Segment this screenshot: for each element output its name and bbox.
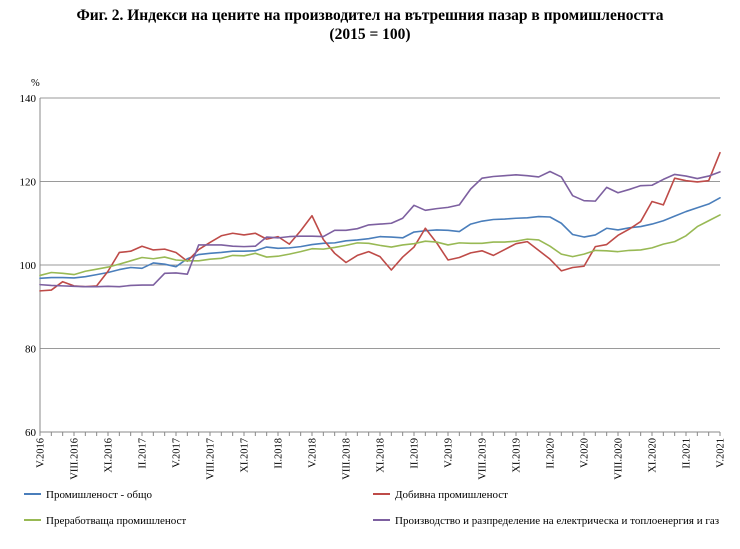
y-tick-label: 80 [25,344,37,356]
series-line-3 [39,214,721,277]
legend: Промишленост - общо Добивна промишленост П… [24,489,719,527]
chart-title: Фиг. 2. Индекси на цените на производите… [0,6,740,44]
x-tick-label: VIII.2016 [70,438,81,480]
y-tick-label: 60 [25,427,37,439]
x-tick-label: XI.2018 [376,438,387,473]
y-tick-label: 100 [20,260,37,272]
x-tick-label: II.2019 [410,438,421,469]
x-tick-label: XI.2017 [240,438,251,473]
series-line-4 [39,170,721,288]
series-line-1 [39,196,721,280]
gridlines [40,97,720,433]
legend-label-4: Производство и разпределение на електрич… [395,515,719,527]
x-tick-label: VIII.2020 [614,438,625,480]
x-tick-label: VIII.2019 [478,438,489,480]
y-unit-label: % [31,78,40,89]
x-tick-label: V.2019 [444,438,455,468]
x-tick-label: II.2021 [682,438,693,469]
chart-title-line1: Фиг. 2. Индекси на цените на производите… [76,7,664,24]
x-tick-label: II.2018 [274,438,285,469]
x-tick-label: II.2017 [138,438,149,469]
y-tick-label: 120 [20,177,37,189]
series-line-2 [39,151,721,292]
y-axis-ticks: 60 80 100 120 140 [20,93,37,439]
x-tick-label: V.2020 [580,438,591,468]
x-tick-label: VIII.2017 [206,438,217,480]
x-tick-label: V.2018 [308,438,319,468]
x-tick-label: XI.2016 [104,438,115,473]
x-tick-label: V.2016 [36,438,47,468]
x-tick-label: VIII.2018 [342,438,353,480]
x-axis: V.2016 VIII.2016 XI.2016 II.2017 V.2017 VIII.… [36,98,727,480]
chart-title-line2: (2015 = 100) [329,26,411,43]
x-tick-label: II.2020 [546,438,557,469]
x-tick-label: XI.2020 [648,438,659,473]
y-tick-label: 140 [20,93,37,105]
legend-label-3: Преработваща промишленост [46,515,186,527]
legend-label-2: Добивна промишленост [395,489,508,501]
x-tick-label: V.2021 [716,438,727,468]
x-tick-label: XI.2019 [512,438,523,473]
series-lines [39,151,721,292]
legend-label-1: Промишленост - общо [46,489,153,501]
x-tick-label: V.2017 [172,438,183,468]
